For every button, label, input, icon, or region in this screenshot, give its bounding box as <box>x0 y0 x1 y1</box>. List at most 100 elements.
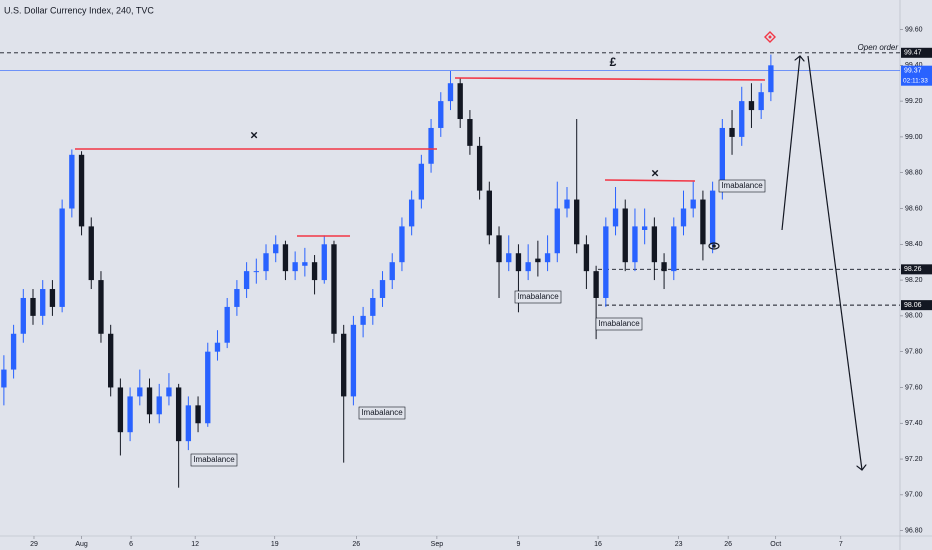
candle-body <box>719 127 725 191</box>
y-tick-label: 99.20 <box>905 98 923 105</box>
x-tick-label: 16 <box>594 541 602 548</box>
candle-body <box>768 65 774 93</box>
x-tick-label: 6 <box>129 541 133 548</box>
candle-body <box>263 253 269 272</box>
cross-mark: × <box>250 127 258 142</box>
arrow <box>781 56 800 231</box>
candle-body <box>632 226 638 263</box>
chart-title: U.S. Dollar Currency Index, 240, TVC <box>4 5 154 15</box>
x-tick-label: Sep <box>431 541 444 548</box>
y-tick-label: 97.80 <box>905 349 923 356</box>
eye-icon <box>708 242 720 250</box>
candle-body <box>379 280 386 298</box>
candle-body <box>622 208 628 263</box>
candle-body <box>739 101 745 137</box>
candle-body <box>447 83 454 102</box>
x-tick-label: 12 <box>191 541 199 548</box>
y-tick-label: 98.40 <box>905 241 923 248</box>
candle-body <box>331 244 337 334</box>
candle-body <box>758 92 764 111</box>
candle-body <box>117 387 124 433</box>
candle-body <box>282 244 289 272</box>
candle-body <box>544 253 551 263</box>
x-tick-label: 23 <box>675 541 683 548</box>
candle-body <box>185 405 192 442</box>
annotation: Imabalance <box>517 292 559 301</box>
x-tick-label: 7 <box>839 541 843 548</box>
price-label-box <box>901 47 932 58</box>
price-label-box <box>901 300 932 311</box>
candle-body <box>78 154 85 227</box>
candle-body <box>506 253 512 263</box>
annotation: Imabalance <box>193 455 235 464</box>
candle-body <box>428 127 434 164</box>
x-tick-label: Oct <box>770 541 781 548</box>
candle-body <box>69 154 75 209</box>
candle-body <box>680 208 687 227</box>
candle-body <box>748 101 755 111</box>
x-tick-label: Aug <box>75 541 88 548</box>
candle-body <box>700 199 706 245</box>
y-tick-label: 98.00 <box>905 313 923 320</box>
y-tick-label: 98.80 <box>905 170 923 177</box>
candle-body <box>554 208 560 254</box>
candle-body <box>408 199 415 227</box>
y-tick-label: 97.60 <box>905 384 923 391</box>
diamond-icon <box>764 31 776 43</box>
candle-body <box>350 324 357 397</box>
candle-body <box>457 83 463 120</box>
candle-body <box>88 226 94 281</box>
candle-body <box>651 226 658 263</box>
y-tick-label: 97.40 <box>905 420 923 427</box>
candle-body <box>273 244 279 254</box>
x-tick-label: 19 <box>271 541 279 548</box>
candle-body <box>418 163 425 200</box>
x-tick-label: 26 <box>724 541 732 548</box>
candle-body <box>564 199 570 209</box>
candle-body <box>389 262 395 281</box>
candle-body <box>574 199 580 245</box>
candle-body <box>360 315 366 325</box>
y-tick-label: 98.60 <box>905 205 923 212</box>
candle-body <box>399 226 405 263</box>
price-label-box <box>901 264 932 275</box>
candle-body <box>311 262 318 281</box>
candle-body <box>292 262 298 272</box>
candle-body <box>729 127 735 137</box>
price-label: 98.06 <box>904 302 922 309</box>
candle-body <box>40 289 46 316</box>
candle-body <box>690 199 696 209</box>
candle-body <box>195 405 201 424</box>
y-tick-label: 99.60 <box>905 26 923 33</box>
candle-body <box>205 351 211 424</box>
resistance-line <box>604 179 696 182</box>
y-tick-label: 97.00 <box>905 492 923 499</box>
annotation-box: Imabalance Imabalance Imabalance Imabala… <box>190 179 766 467</box>
candle-body <box>146 387 153 415</box>
candle-body <box>535 258 541 263</box>
x-tick-label: 9 <box>516 541 520 548</box>
candle-body <box>321 244 327 281</box>
candle-body <box>341 333 347 397</box>
candle-body <box>10 333 17 370</box>
candle-body <box>98 280 104 334</box>
price-line-name: Open order <box>858 43 899 52</box>
candle-body <box>438 101 444 128</box>
y-tick-label: 98.20 <box>905 277 923 284</box>
price-label: 99.47 <box>904 50 922 57</box>
price-label-box <box>901 65 932 86</box>
candle-body <box>671 226 677 272</box>
candle-body <box>370 297 376 316</box>
candle-body <box>593 271 599 298</box>
candle-body <box>137 387 143 397</box>
arrow <box>807 55 862 470</box>
candle-body <box>243 271 250 290</box>
annotation: Imabalance <box>598 319 640 328</box>
candle-body <box>214 342 221 352</box>
candle-body <box>302 262 308 266</box>
candle-body <box>30 297 36 316</box>
candle-body <box>224 306 230 343</box>
candle-body <box>20 297 26 334</box>
pound-mark: £ <box>610 55 617 69</box>
